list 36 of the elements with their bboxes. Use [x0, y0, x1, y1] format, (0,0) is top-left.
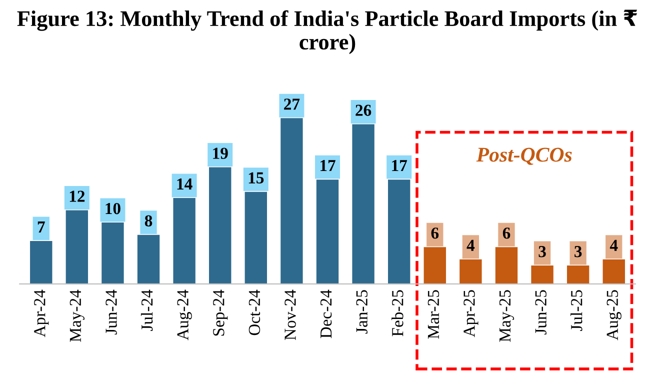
x-tick-label: Jan-25 [356, 290, 368, 334]
x-tick-label: Aug-25 [606, 290, 622, 340]
x-tick-label: Nov-24 [284, 290, 296, 340]
data-label: 15 [248, 172, 264, 184]
x-tick-label: Jun-25 [535, 290, 546, 335]
data-label: 26 [356, 104, 372, 116]
x-tick-label: Jul-25 [570, 290, 582, 331]
chart-title: Figure 13: Monthly Trend of India's Particle Board Imports (in ₹ crore) [17, 10, 638, 54]
data-label: 27 [284, 98, 300, 110]
data-label: 6 [431, 228, 439, 239]
x-tick-label: Oct-24 [248, 290, 260, 336]
x-tick-label: Aug-24 [177, 290, 192, 340]
x-tick-label: Sep-24 [213, 290, 228, 336]
annotation: Post-QCOs [476, 148, 572, 165]
x-tick-label: Mar-25 [428, 290, 440, 339]
data-label: 4 [466, 240, 475, 251]
data-label: 19 [213, 148, 228, 159]
data-label: 4 [610, 240, 618, 251]
data-label: 3 [574, 246, 582, 258]
data-label: 12 [70, 190, 85, 202]
data-label: 3 [538, 246, 546, 258]
x-tick-label: Apr-24 [34, 290, 49, 338]
data-label: 14 [177, 178, 192, 190]
data-label: 17 [320, 160, 336, 172]
x-tick-label: May-25 [499, 290, 514, 342]
x-tick-label: May-24 [70, 290, 84, 342]
x-tick-label: Feb-25 [392, 290, 404, 336]
data-label: 17 [392, 160, 408, 172]
x-tick-label: Dec-24 [320, 290, 332, 338]
x-tick-label: Jun-24 [106, 290, 117, 335]
data-label: 8 [144, 215, 152, 226]
data-label: 6 [502, 228, 510, 239]
x-tick-label: Apr-25 [464, 290, 478, 338]
data-label: 7 [38, 222, 45, 232]
data-label: 10 [106, 202, 120, 214]
x-tick-label: Jul-24 [140, 290, 153, 331]
